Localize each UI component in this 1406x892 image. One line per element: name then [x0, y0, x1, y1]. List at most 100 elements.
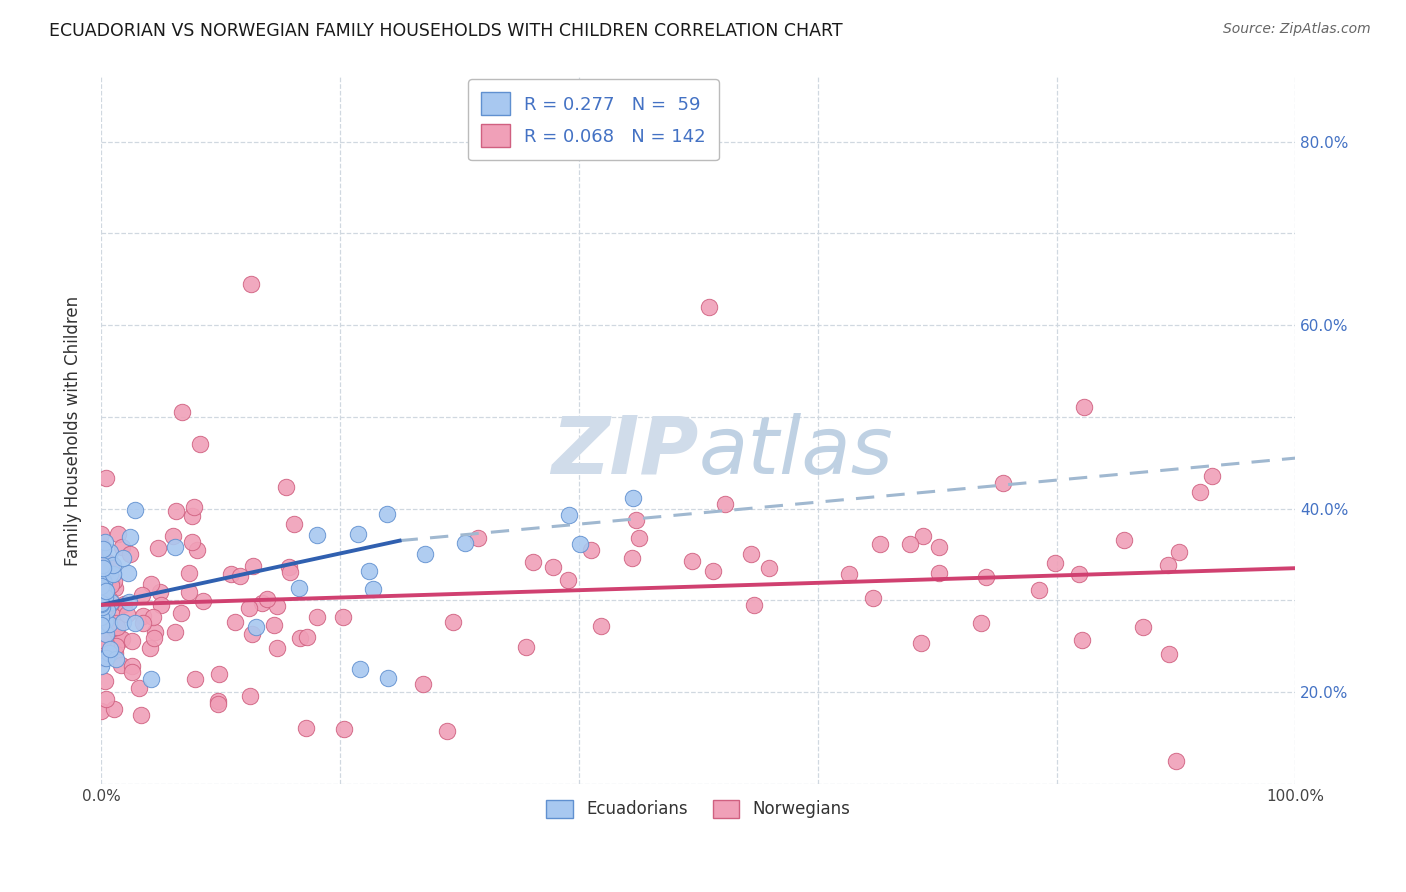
Point: [118, 547, 141, 561]
Point: [91, 573, 114, 587]
Point: [93, 674, 115, 689]
Point: [111, 632, 134, 647]
Point: [91, 560, 114, 574]
Point: [1157, 647, 1180, 661]
Point: [522, 556, 544, 570]
Point: [101, 622, 124, 636]
Point: [333, 722, 356, 736]
Text: atlas: atlas: [699, 413, 893, 491]
Point: [620, 550, 643, 565]
Point: [207, 694, 229, 708]
Point: [1164, 754, 1187, 768]
Point: [105, 640, 128, 654]
Point: [91, 580, 114, 594]
Point: [436, 723, 458, 738]
Point: [91, 573, 114, 587]
Point: [121, 634, 143, 648]
Point: [274, 480, 297, 494]
Point: [90, 579, 112, 593]
Point: [702, 565, 724, 579]
Point: [107, 527, 129, 541]
Point: [90, 617, 112, 632]
Point: [307, 527, 329, 541]
Point: [94, 636, 117, 650]
Point: [221, 567, 243, 582]
Point: [90, 596, 112, 610]
Point: [305, 610, 328, 624]
Point: [349, 662, 371, 676]
Point: [162, 529, 184, 543]
Point: [94, 583, 117, 598]
Point: [110, 657, 132, 672]
Point: [224, 615, 246, 629]
Point: [283, 517, 305, 532]
Point: [94, 600, 117, 615]
Point: [1073, 400, 1095, 414]
Point: [627, 531, 650, 545]
Point: [149, 585, 172, 599]
Text: ZIP: ZIP: [551, 413, 699, 491]
Point: [90, 597, 112, 611]
Legend: Ecuadorians, Norwegians: Ecuadorians, Norwegians: [540, 793, 858, 825]
Point: [621, 491, 644, 505]
Point: [90, 704, 112, 718]
Point: [589, 619, 612, 633]
Point: [699, 300, 721, 314]
Point: [139, 577, 162, 591]
Point: [714, 497, 737, 511]
Point: [357, 564, 380, 578]
Point: [163, 625, 186, 640]
Point: [118, 530, 141, 544]
Point: [131, 708, 153, 723]
Point: [103, 702, 125, 716]
Point: [91, 582, 114, 597]
Point: [170, 405, 193, 419]
Point: [98, 595, 121, 609]
Point: [91, 590, 114, 604]
Point: [90, 611, 112, 625]
Point: [239, 277, 262, 291]
Point: [295, 630, 318, 644]
Point: [375, 507, 398, 521]
Point: [112, 551, 135, 566]
Point: [898, 536, 921, 550]
Point: [412, 676, 434, 690]
Point: [228, 569, 250, 583]
Point: [94, 471, 117, 485]
Point: [94, 614, 117, 628]
Point: [149, 598, 172, 612]
Point: [146, 541, 169, 555]
Point: [91, 539, 114, 553]
Point: [90, 556, 112, 570]
Point: [96, 627, 118, 641]
Point: [278, 565, 301, 579]
Point: [90, 584, 112, 599]
Point: [256, 592, 278, 607]
Point: [183, 500, 205, 514]
Point: [139, 672, 162, 686]
Point: [928, 541, 950, 555]
Point: [911, 529, 934, 543]
Point: [557, 508, 579, 523]
Point: [112, 615, 135, 629]
Point: [207, 697, 229, 711]
Point: [90, 582, 112, 596]
Point: [105, 620, 128, 634]
Point: [97, 616, 120, 631]
Point: [96, 602, 118, 616]
Point: [681, 554, 703, 568]
Point: [1189, 485, 1212, 500]
Point: [91, 542, 114, 557]
Point: [143, 624, 166, 639]
Point: [132, 609, 155, 624]
Point: [1028, 583, 1050, 598]
Point: [142, 610, 165, 624]
Point: [165, 504, 187, 518]
Point: [91, 558, 114, 573]
Point: [624, 512, 647, 526]
Point: [181, 535, 204, 549]
Point: [100, 596, 122, 610]
Point: [104, 615, 127, 630]
Text: Source: ZipAtlas.com: Source: ZipAtlas.com: [1223, 22, 1371, 37]
Point: [569, 537, 592, 551]
